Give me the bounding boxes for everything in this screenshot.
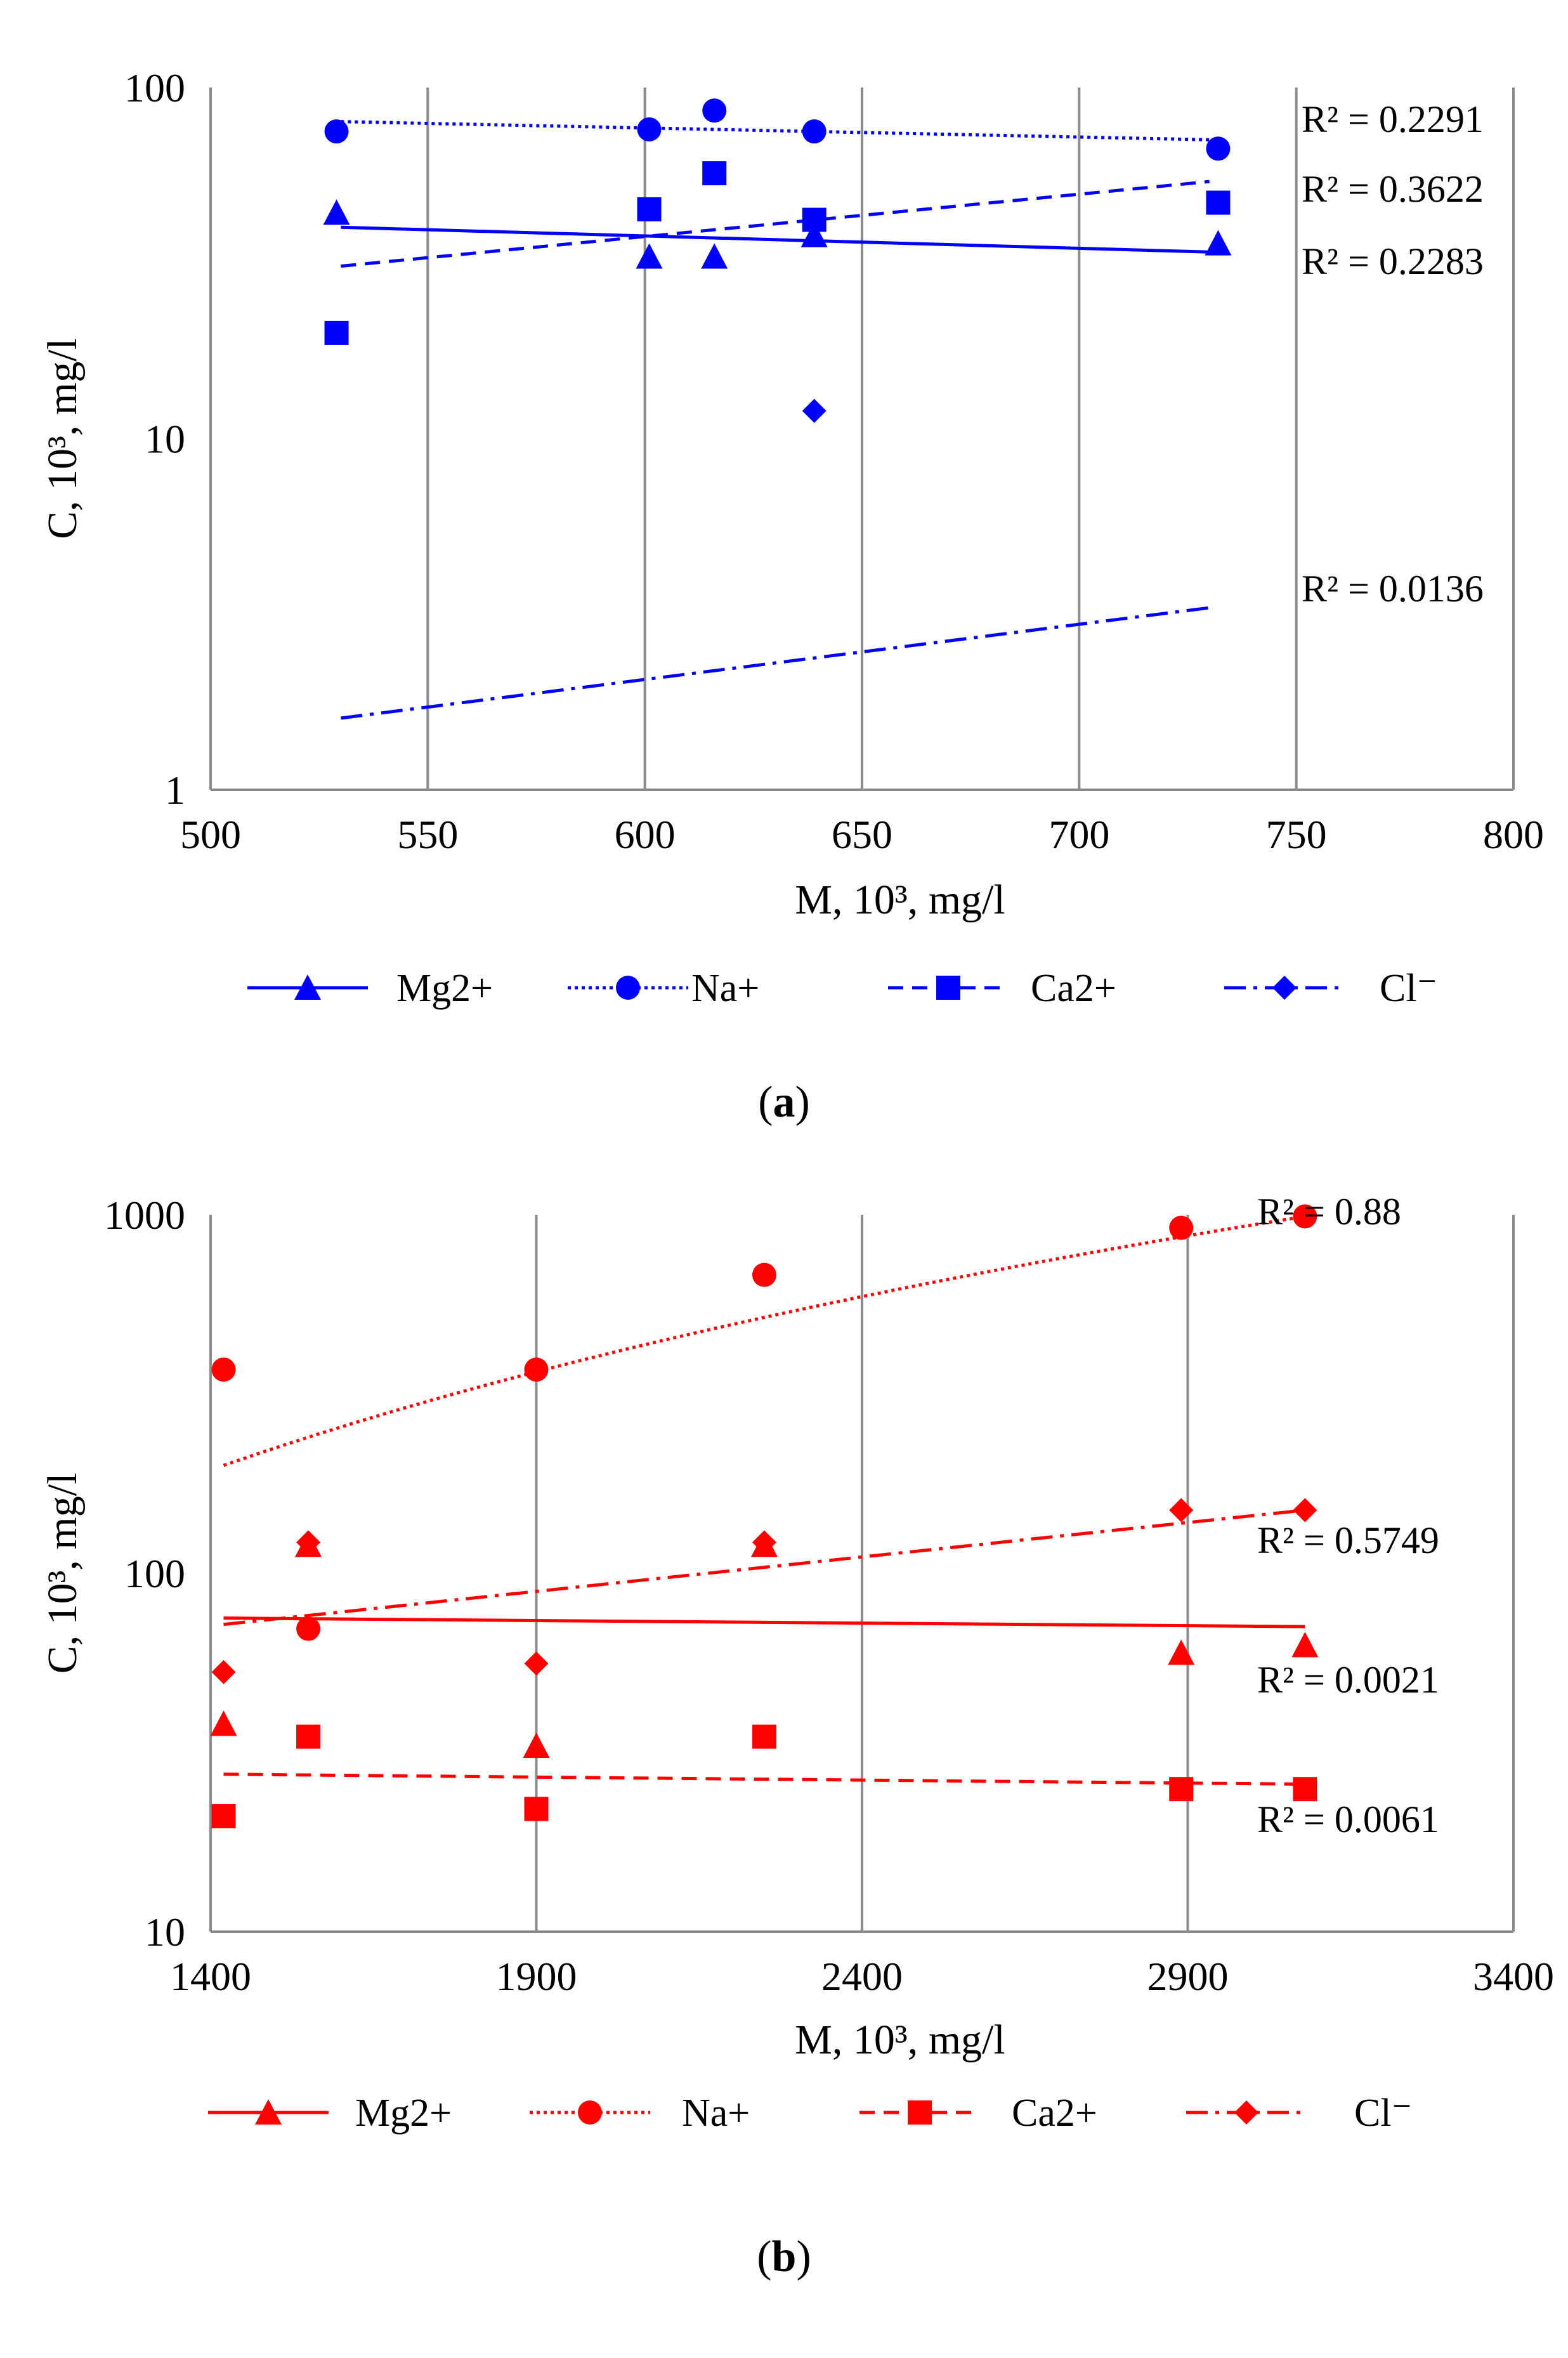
x-tick-label: 800 <box>1483 812 1544 857</box>
x-axis-label: M, 10³, mg/l <box>795 2017 1005 2063</box>
legend-marker-square <box>936 976 960 1000</box>
x-tick-label: 1400 <box>170 1954 251 1999</box>
x-tick-label: 750 <box>1266 812 1327 857</box>
legend-label: Na+ <box>691 967 759 1010</box>
data-point-circle <box>752 1262 776 1287</box>
data-point-triangle <box>523 1732 550 1759</box>
r-squared-label: R² = 0.5749 <box>1257 1519 1439 1561</box>
y-tick-label: 100 <box>124 65 185 110</box>
data-point-triangle <box>1168 1639 1195 1665</box>
data-point-circle <box>296 1616 321 1641</box>
data-point-triangle <box>701 243 728 269</box>
legend-label: Mg2+ <box>396 967 493 1010</box>
y-axis-label: C, 10³, mg/l <box>39 1473 86 1674</box>
legend-marker-triangle <box>294 974 321 1000</box>
legend-label: Na+ <box>682 2092 750 2135</box>
panel-caption: (a) <box>758 1078 810 1127</box>
data-point-triangle <box>210 1710 237 1736</box>
data-point-square <box>752 1724 776 1749</box>
trendline-square <box>223 1772 1305 1786</box>
data-point-diamond <box>1169 1498 1194 1523</box>
data-point-circle <box>1293 1204 1317 1229</box>
data-point-diamond <box>524 1651 549 1676</box>
data-point-circle <box>211 1357 236 1382</box>
trendline-triangle <box>223 1616 1305 1628</box>
data-point-circle <box>702 98 727 123</box>
data-point-diamond <box>296 1530 321 1555</box>
y-tick-label: 1000 <box>104 1193 185 1238</box>
trendline-diamond <box>341 606 1210 720</box>
data-point-square <box>637 197 662 221</box>
chart-a: 500 550 600 650 700 750 800 1 10 100 M, 10³, mg/l C… <box>39 65 1544 1127</box>
x-tick-label: 3400 <box>1473 1954 1554 1999</box>
legend-label: Mg2+ <box>355 2092 452 2135</box>
data-point-triangle <box>323 199 350 225</box>
legend-label: Ca2+ <box>1012 2092 1097 2135</box>
data-point-diamond <box>802 398 826 423</box>
data-point-circle <box>637 117 662 141</box>
r-squared-label: R² = 0.88 <box>1257 1191 1401 1233</box>
r-squared-label: R² = 0.2283 <box>1302 240 1484 282</box>
r-squared-label: R² = 0.0136 <box>1302 568 1484 610</box>
r-squared-label: R² = 0.3622 <box>1302 168 1484 210</box>
trendline-circle <box>341 120 1210 141</box>
data-point-circle <box>1206 136 1231 161</box>
trendline-triangle <box>341 225 1210 254</box>
data-point-triangle <box>1291 1632 1319 1658</box>
r-squared-label: R² = 0.2291 <box>1302 98 1484 140</box>
data-point-triangle <box>1205 230 1232 256</box>
trendline-circle <box>223 1215 1305 1467</box>
r-squared-label: R² = 0.0021 <box>1257 1659 1439 1701</box>
data-point-circle <box>1169 1215 1194 1240</box>
data-point-square <box>702 161 727 186</box>
panel-caption: (b) <box>757 2232 811 2281</box>
data-point-diamond <box>752 1530 776 1555</box>
legend-marker-circle <box>578 2100 602 2125</box>
legend-marker-diamond <box>1272 976 1297 1000</box>
x-tick-label: 600 <box>615 812 676 857</box>
legend-label: Cl⁻ <box>1380 967 1437 1010</box>
y-axis-label: C, 10³, mg/l <box>39 338 86 539</box>
chart-b: 1400 1900 2400 2900 3400 10 100 1000 M, 10³, mg/… <box>39 1191 1554 2281</box>
r-squared-label: R² = 0.0061 <box>1257 1798 1439 1840</box>
data-point-circle <box>802 119 826 144</box>
legend-label: Cl⁻ <box>1354 2092 1412 2135</box>
x-tick-label: 650 <box>832 812 892 857</box>
legend-marker-circle <box>616 976 640 1000</box>
x-tick-label: 2900 <box>1147 1954 1229 1999</box>
trendline-diamond <box>223 1509 1305 1627</box>
data-point-square <box>1169 1777 1194 1802</box>
trendline-square <box>341 180 1210 268</box>
data-point-diamond <box>211 1660 236 1684</box>
data-point-square <box>802 207 826 232</box>
data-point-circle <box>524 1357 549 1382</box>
data-point-square <box>211 1804 236 1828</box>
x-tick-label: 500 <box>180 812 241 857</box>
data-point-square <box>524 1797 549 1821</box>
y-tick-label: 10 <box>145 417 185 462</box>
data-point-square <box>1293 1777 1317 1802</box>
legend-marker-triangle <box>255 2099 282 2125</box>
legend-label: Ca2+ <box>1031 967 1116 1010</box>
data-point-triangle <box>636 243 663 269</box>
data-point-square <box>296 1724 321 1749</box>
x-tick-label: 1900 <box>496 1954 577 1999</box>
x-tick-label: 550 <box>397 812 458 857</box>
x-tick-label: 2400 <box>821 1954 903 1999</box>
legend-marker-diamond <box>1234 2100 1258 2125</box>
data-point-square <box>1206 190 1231 215</box>
data-point-circle <box>324 119 349 144</box>
y-tick-label: 100 <box>124 1551 185 1596</box>
data-point-triangle <box>800 221 828 247</box>
y-tick-label: 1 <box>165 768 185 813</box>
legend-marker-square <box>908 2100 932 2125</box>
x-axis-label: M, 10³, mg/l <box>795 877 1005 923</box>
x-tick-label: 700 <box>1049 812 1109 857</box>
data-point-diamond <box>1293 1498 1317 1523</box>
data-point-square <box>324 320 349 345</box>
y-tick-label: 10 <box>145 1909 185 1955</box>
